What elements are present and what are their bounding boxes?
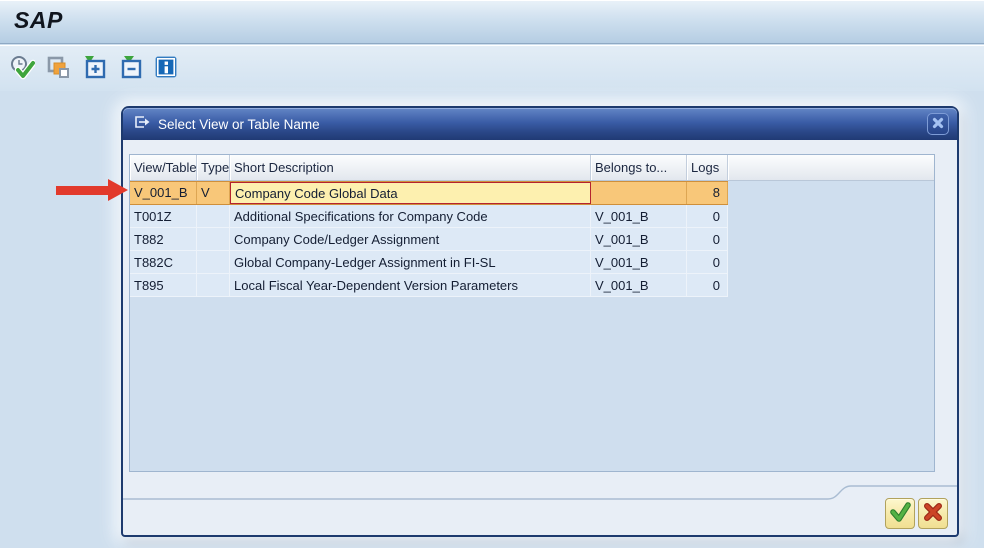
copy-button[interactable]: [44, 55, 72, 83]
expand-icon: [81, 54, 107, 83]
collapse-icon: [117, 54, 143, 83]
dialog-titlebar[interactable]: Select View or Table Name: [123, 108, 957, 140]
arrow-shaft: [56, 186, 109, 195]
cell-type[interactable]: [197, 205, 230, 227]
cell-type[interactable]: [197, 228, 230, 250]
x-icon: [922, 501, 944, 526]
execute-button[interactable]: [8, 54, 37, 83]
cell-view-table[interactable]: T895: [130, 274, 197, 296]
cell-belongs-to[interactable]: [591, 182, 687, 204]
cell-description[interactable]: Local Fiscal Year-Dependent Version Para…: [230, 274, 591, 296]
table-row-T895[interactable]: T895 Local Fiscal Year-Dependent Version …: [130, 274, 728, 297]
close-button[interactable]: [927, 113, 949, 135]
cell-belongs-to[interactable]: V_001_B: [591, 228, 687, 250]
cell-description[interactable]: Additional Specifications for Company Co…: [230, 205, 591, 227]
execute-icon: [9, 54, 37, 83]
top-header-bar: SAP: [0, 0, 984, 44]
cell-view-table[interactable]: T001Z: [130, 205, 197, 227]
dialog-title: Select View or Table Name: [158, 116, 320, 132]
confirm-button[interactable]: [885, 498, 915, 529]
copy-icon: [45, 54, 71, 83]
cell-belongs-to[interactable]: V_001_B: [591, 205, 687, 227]
cell-type[interactable]: [197, 274, 230, 296]
table-row-T001Z[interactable]: T001Z Additional Specifications for Compa…: [130, 205, 728, 228]
cell-logs[interactable]: 0: [687, 205, 728, 227]
view-table: View/Table Type Short Description Belongs t…: [129, 154, 935, 472]
cell-logs[interactable]: 8: [687, 182, 728, 204]
dialog-window-icon: [133, 114, 151, 135]
column-header-filler: [728, 155, 934, 180]
close-icon: [930, 115, 946, 134]
sap-logo: SAP: [14, 7, 63, 33]
cell-type[interactable]: V: [197, 182, 230, 204]
cell-view-table[interactable]: T882: [130, 228, 197, 250]
table-header-row: View/Table Type Short Description Belongs t…: [130, 155, 934, 181]
info-icon: [153, 54, 179, 83]
table-row-T882[interactable]: T882 Company Code/Ledger Assignment V_001_…: [130, 228, 728, 251]
column-header-logs[interactable]: Logs: [687, 155, 728, 180]
dialog-select-view-or-table: Select View or Table Name View/Table Type…: [121, 106, 959, 537]
cell-description[interactable]: Company Code/Ledger Assignment: [230, 228, 591, 250]
application-toolbar: [0, 45, 984, 91]
table-row-V_001_B[interactable]: V_001_B V Company Code Global Data 8: [130, 181, 728, 205]
cell-logs[interactable]: 0: [687, 251, 728, 273]
column-header-short-description[interactable]: Short Description: [230, 155, 591, 180]
cell-view-table[interactable]: V_001_B: [130, 182, 197, 204]
table-row-T882C[interactable]: T882C Global Company-Ledger Assignment in…: [130, 251, 728, 274]
collapse-button[interactable]: [116, 55, 144, 83]
info-button[interactable]: [152, 55, 180, 83]
arrow-head: [108, 179, 128, 201]
cancel-button[interactable]: [918, 498, 948, 529]
cell-description[interactable]: Global Company-Ledger Assignment in FI-S…: [230, 251, 591, 273]
cell-view-table[interactable]: T882C: [130, 251, 197, 273]
cell-type[interactable]: [197, 251, 230, 273]
column-header-view-table[interactable]: View/Table: [130, 155, 197, 180]
cell-logs[interactable]: 0: [687, 274, 728, 296]
expand-button[interactable]: [80, 55, 108, 83]
footer-separator: [123, 485, 957, 500]
cell-belongs-to[interactable]: V_001_B: [591, 274, 687, 296]
table-body: V_001_B V Company Code Global Data 8 T001Z Ad…: [130, 181, 934, 297]
cell-logs[interactable]: 0: [687, 228, 728, 250]
column-header-belongs-to[interactable]: Belongs to...: [591, 155, 687, 180]
column-header-type[interactable]: Type: [197, 155, 230, 180]
cell-description[interactable]: Company Code Global Data: [230, 182, 591, 204]
checkmark-icon: [888, 500, 912, 527]
cell-belongs-to[interactable]: V_001_B: [591, 251, 687, 273]
